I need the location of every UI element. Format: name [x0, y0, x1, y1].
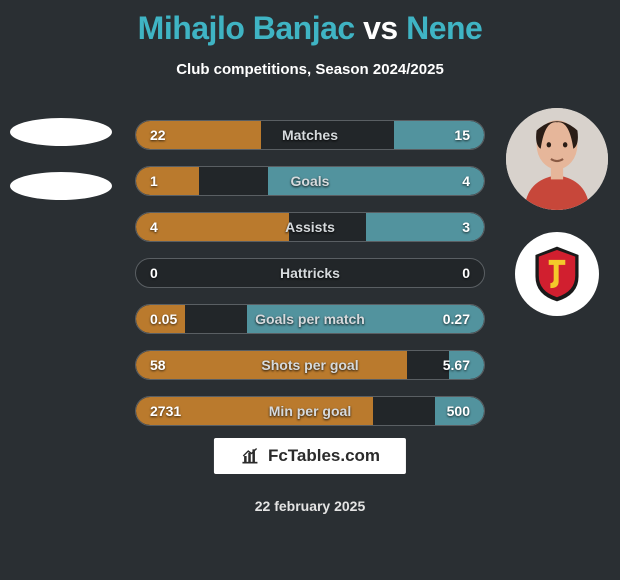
stat-value-left: 0.05 [136, 305, 191, 333]
subtitle: Club competitions, Season 2024/2025 [0, 61, 620, 78]
right-player-avatar [506, 108, 608, 210]
chart-icon [240, 446, 260, 466]
stat-row: 43Assists [135, 212, 485, 242]
stat-value-right: 15 [440, 121, 484, 149]
stat-value-left: 0 [136, 259, 172, 287]
stat-label: Hattricks [136, 259, 484, 287]
stat-value-left: 1 [136, 167, 172, 195]
stat-value-right: 5.67 [429, 351, 484, 379]
stat-value-left: 4 [136, 213, 172, 241]
shield-icon [532, 245, 582, 303]
stat-row: 0 0Hattricks [135, 258, 485, 288]
stat-row: 585.67Shots per goal [135, 350, 485, 380]
title-player1: Mihajlo Banjac [138, 10, 355, 46]
stat-value-left: 2731 [136, 397, 195, 425]
comparison-chart: 2215Matches14Goals43Assists00Hattricks0.… [135, 120, 485, 442]
stat-row: 2731500Min per goal [135, 396, 485, 426]
stat-row: 0.050.27Goals per match [135, 304, 485, 334]
person-icon [506, 108, 608, 210]
stat-value-right: 500 [433, 397, 484, 425]
footer-date: 22 february 2025 [0, 498, 620, 514]
branding-badge: FcTables.com [214, 438, 406, 474]
branding-text: FcTables.com [268, 446, 380, 466]
right-club-logo [515, 232, 599, 316]
left-avatar-column [6, 108, 116, 200]
left-player-avatar-placeholder [10, 118, 112, 146]
stat-value-right: 3 [448, 213, 484, 241]
right-avatar-column [502, 108, 612, 316]
left-club-logo-placeholder [10, 172, 112, 200]
stat-value-left: 22 [136, 121, 180, 149]
stat-row: 2215Matches [135, 120, 485, 150]
stat-value-right: 0 [448, 259, 484, 287]
page-title: Mihajlo Banjac vs Nene [0, 0, 620, 47]
stat-value-right: 0.27 [429, 305, 484, 333]
title-vs: vs [363, 10, 398, 46]
stat-value-left: 58 [136, 351, 180, 379]
stat-row: 14Goals [135, 166, 485, 196]
title-player2: Nene [406, 10, 482, 46]
stat-value-right: 4 [448, 167, 484, 195]
